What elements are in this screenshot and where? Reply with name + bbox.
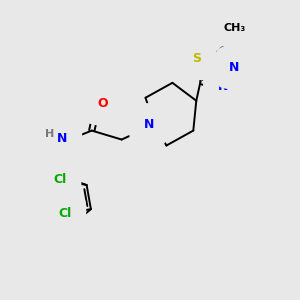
Text: Cl: Cl [58, 207, 71, 220]
Text: S: S [192, 52, 201, 65]
Text: N: N [144, 118, 154, 131]
Text: N: N [218, 80, 228, 93]
Text: H: H [45, 129, 54, 139]
Text: CH₃: CH₃ [223, 23, 246, 33]
Text: Cl: Cl [53, 173, 66, 186]
Text: N: N [229, 61, 239, 74]
Text: N: N [57, 132, 67, 145]
Text: O: O [98, 97, 108, 110]
